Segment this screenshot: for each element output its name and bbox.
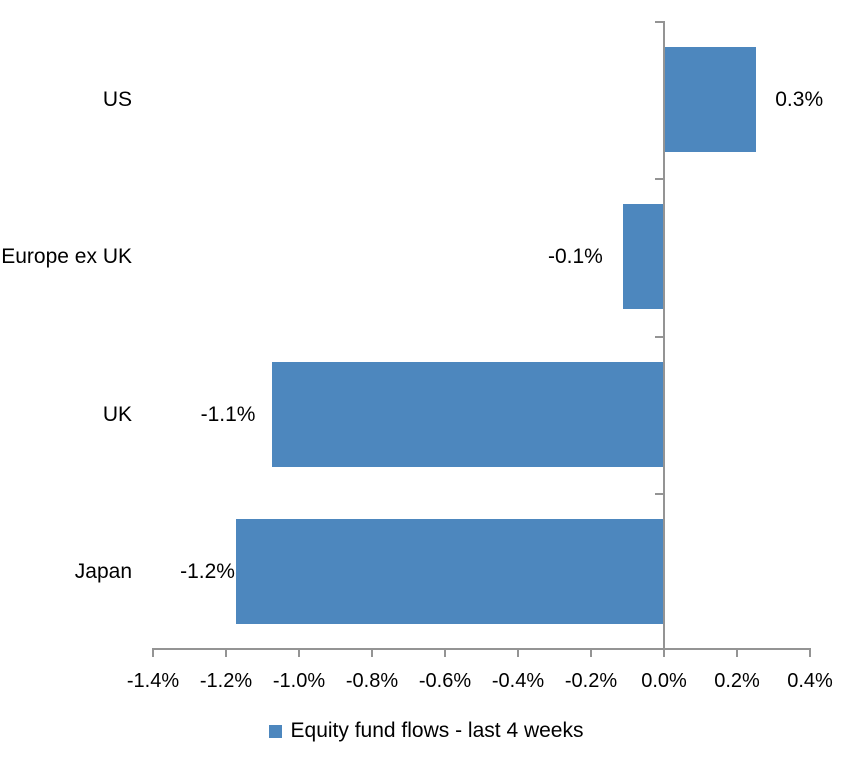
x-axis-tick-label: -1.4% [126,670,180,692]
x-axis-tick [371,648,373,657]
value-label: 0.3% [775,88,824,111]
x-axis-tick-label: -0.2% [564,670,618,692]
value-label: -1.1% [200,402,256,426]
x-axis-tick-label: -0.4% [491,670,545,692]
y-axis-tick [655,21,663,23]
category-label: Japan [74,559,132,583]
category-label: UK [102,402,132,426]
x-axis-tick-label: -1.0% [272,670,326,692]
x-axis-tick-label: -0.8% [345,670,399,692]
x-axis-line [152,648,811,650]
x-axis-tick-label: -1.2% [199,670,253,692]
category-label: US [102,88,132,111]
x-axis-tick-label: 0.4% [787,670,833,692]
x-axis-tick [809,648,811,657]
x-axis-tick-label: 0.2% [714,670,760,692]
value-label: -0.1% [548,245,603,269]
value-label: -1.2% [180,559,235,583]
y-axis-line [663,21,665,650]
bar-uk [272,361,663,467]
bar-japan [235,518,663,624]
legend-swatch-icon [268,724,282,738]
bar-us [665,47,757,153]
legend-label: Equity fund flows - last 4 weeks [290,719,584,742]
x-axis-tick [444,648,446,657]
x-axis-tick [663,648,665,657]
y-axis-tick [655,335,663,338]
x-axis-tick-label: 0.0% [641,670,687,692]
x-axis-tick [298,648,300,657]
x-axis-tick-label: -0.6% [418,670,472,692]
y-axis-tick [655,178,663,181]
x-axis-tick [517,648,519,657]
x-axis-tick [736,648,738,657]
y-axis-tick [655,492,663,495]
legend: Equity fund flows - last 4 weeks [0,717,852,745]
category-label: Europe ex UK [1,245,132,269]
bar-europe-ex-uk [622,204,663,310]
x-axis-tick [590,648,592,657]
x-axis-tick [225,648,227,657]
x-axis-tick [152,648,154,657]
